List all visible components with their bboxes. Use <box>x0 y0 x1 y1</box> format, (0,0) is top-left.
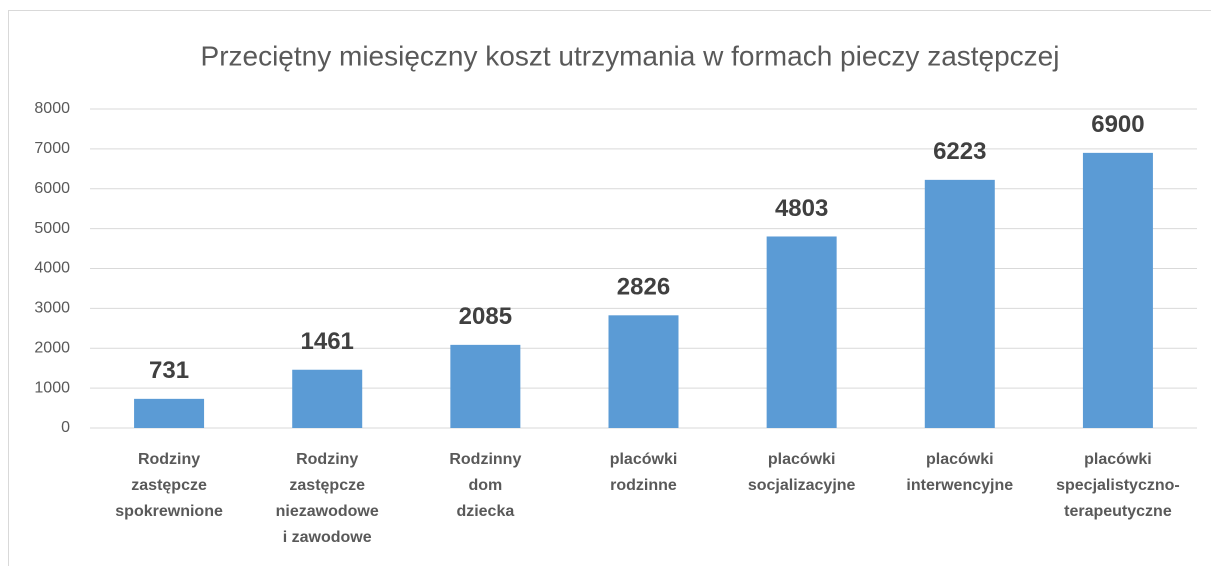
chart-frame <box>8 10 1211 566</box>
x-tick-label-line: dziecka <box>456 503 514 520</box>
x-tick-label: placówki specjalistyczno-terapeutyczne <box>1056 451 1180 520</box>
bar <box>292 369 363 428</box>
x-tick-label-line: zastępcze <box>289 477 365 494</box>
x-tick-label: placówki rodzinne <box>610 451 678 494</box>
x-tick-label-line: spokrewnione <box>115 503 223 520</box>
chart-title: Przeciętny miesięczny koszt utrzymania w… <box>201 40 1060 71</box>
y-tick-label: 6000 <box>34 180 70 197</box>
x-tick-label: placówki interwencyjne <box>906 451 1013 494</box>
data-label: 2826 <box>617 274 670 301</box>
x-tick-label-line: terapeutyczne <box>1064 503 1172 520</box>
data-label: 6900 <box>1091 111 1144 138</box>
bar <box>608 315 679 428</box>
x-tick-label-line: i zawodowe <box>283 529 372 546</box>
x-tick-label-line: Rodzinny <box>449 451 521 468</box>
y-tick-label: 0 <box>61 419 70 436</box>
y-tick-label: 7000 <box>34 140 70 157</box>
y-tick-label: 1000 <box>34 379 70 396</box>
x-tick-label-line: niezawodowe <box>276 503 379 520</box>
x-tick-label-line: rodzinne <box>610 477 677 494</box>
x-tick-label-line: Rodziny <box>296 451 358 468</box>
x-tick-label: Rodzinny dom dziecka <box>449 451 521 520</box>
x-tick-label-line: specjalistyczno- <box>1056 477 1180 494</box>
data-label: 731 <box>149 357 189 384</box>
x-tick-label: Rodziny zastępcze niezawodowe i zawodowe <box>276 451 379 546</box>
x-tick-label-line: interwencyjne <box>906 477 1013 494</box>
x-tick-label-line: dom <box>468 477 502 494</box>
bar <box>1082 152 1153 429</box>
data-label: 6223 <box>933 138 986 165</box>
x-tick-label-line: placówki <box>610 451 678 468</box>
x-tick-label-line: placówki <box>1084 451 1152 468</box>
bar <box>766 236 837 428</box>
bar <box>450 344 521 428</box>
y-tick-label: 4000 <box>34 260 70 277</box>
x-tick-label-line: placówki <box>926 451 994 468</box>
x-tick-label: placówki socjalizacyjne <box>748 451 856 494</box>
y-tick-label: 2000 <box>34 339 70 356</box>
bar <box>134 398 205 428</box>
x-tick-label-line: Rodziny <box>138 451 200 468</box>
y-tick-label: 3000 <box>34 300 70 317</box>
x-tick-label-line: zastępcze <box>131 477 207 494</box>
data-label: 1461 <box>301 328 354 355</box>
x-tick-label: Rodziny zastępcze spokrewnione <box>115 451 223 520</box>
data-label: 4803 <box>775 195 828 222</box>
x-tick-label-line: socjalizacyjne <box>748 477 856 494</box>
y-tick-label: 5000 <box>34 220 70 237</box>
y-tick-label: 8000 <box>34 100 70 117</box>
x-tick-label-line: placówki <box>768 451 836 468</box>
bar <box>924 179 995 428</box>
data-label: 2085 <box>459 303 512 330</box>
